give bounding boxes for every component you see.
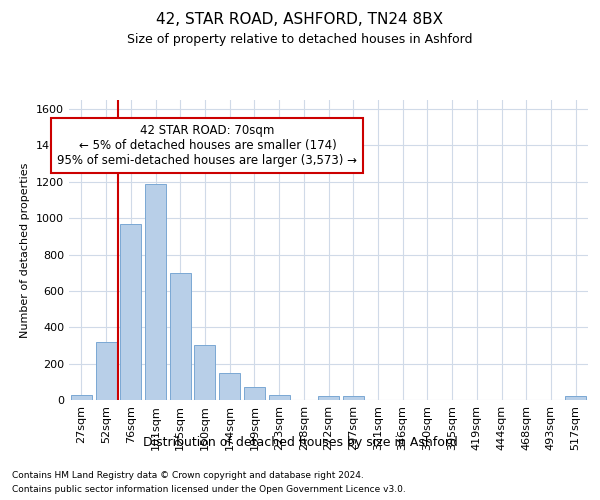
Bar <box>120 224 141 400</box>
Bar <box>71 394 92 400</box>
Text: Distribution of detached houses by size in Ashford: Distribution of detached houses by size … <box>143 436 457 449</box>
Text: 42 STAR ROAD: 70sqm
← 5% of detached houses are smaller (174)
95% of semi-detach: 42 STAR ROAD: 70sqm ← 5% of detached hou… <box>58 124 358 166</box>
Bar <box>170 272 191 400</box>
Bar <box>145 184 166 400</box>
Text: Contains HM Land Registry data © Crown copyright and database right 2024.: Contains HM Land Registry data © Crown c… <box>12 472 364 480</box>
Bar <box>95 342 116 400</box>
Bar <box>194 346 215 400</box>
Text: Contains public sector information licensed under the Open Government Licence v3: Contains public sector information licen… <box>12 484 406 494</box>
Text: Size of property relative to detached houses in Ashford: Size of property relative to detached ho… <box>127 32 473 46</box>
Bar <box>244 388 265 400</box>
Bar <box>343 396 364 400</box>
Y-axis label: Number of detached properties: Number of detached properties <box>20 162 31 338</box>
Bar <box>565 396 586 400</box>
Text: 42, STAR ROAD, ASHFORD, TN24 8BX: 42, STAR ROAD, ASHFORD, TN24 8BX <box>157 12 443 28</box>
Bar <box>269 394 290 400</box>
Bar <box>219 372 240 400</box>
Bar <box>318 396 339 400</box>
